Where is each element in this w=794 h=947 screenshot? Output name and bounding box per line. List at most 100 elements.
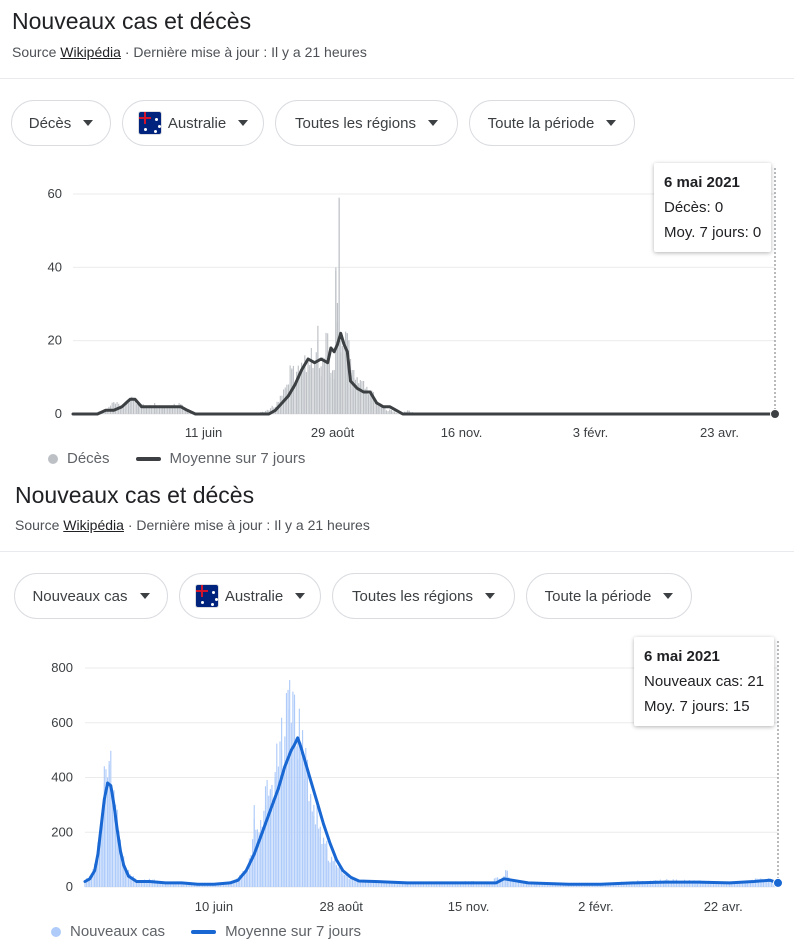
period-dropdown[interactable]: Toute la période	[469, 100, 635, 146]
data-bar	[149, 405, 151, 414]
data-bar	[530, 883, 532, 887]
data-bar	[635, 881, 637, 887]
region-dropdown[interactable]: Toutes les régions	[332, 573, 515, 619]
data-bar	[534, 882, 536, 887]
data-bar	[129, 876, 131, 887]
data-bar	[292, 691, 294, 887]
data-bar	[350, 878, 352, 887]
data-bar	[84, 881, 86, 887]
data-bar	[266, 780, 268, 887]
data-bar	[374, 881, 376, 887]
data-bar	[337, 867, 339, 887]
data-bar	[169, 883, 171, 887]
data-bar	[725, 883, 727, 887]
data-bar	[154, 403, 156, 414]
data-bar	[737, 881, 739, 887]
data-bar	[377, 881, 379, 887]
data-bar	[313, 804, 315, 887]
metric-dropdown-label: Nouveaux cas	[32, 587, 128, 605]
metric-dropdown[interactable]: Décès	[11, 100, 111, 146]
data-bar	[326, 848, 328, 887]
data-bar	[311, 811, 313, 887]
data-bar	[634, 882, 636, 887]
data-bar	[181, 404, 183, 414]
australia-flag-icon	[194, 584, 219, 608]
country-dropdown[interactable]: Australie	[179, 573, 321, 619]
country-dropdown[interactable]: Australie	[122, 100, 264, 146]
data-bar	[519, 882, 521, 887]
data-bar	[284, 736, 286, 887]
data-bar	[363, 882, 365, 887]
data-bar	[105, 769, 107, 887]
data-bar	[603, 884, 605, 887]
cases-chart[interactable]: 0 200 400 600 800 10 juin 28 août 15 nov. 2 févr…	[0, 633, 794, 923]
data-bar	[463, 882, 465, 887]
data-bar	[309, 365, 311, 414]
data-bar	[162, 406, 164, 414]
data-bar	[630, 882, 632, 887]
data-bar	[403, 883, 405, 887]
data-bar	[126, 870, 128, 887]
data-bar	[372, 392, 374, 414]
data-bar	[269, 791, 271, 887]
legend-line-label: Moyenne sur 7 jours	[169, 450, 306, 467]
data-bar	[171, 883, 173, 887]
source-prefix: Source	[15, 517, 64, 533]
data-bar	[395, 412, 397, 414]
data-bar	[426, 882, 428, 887]
data-bar	[189, 884, 191, 887]
metric-dropdown-label: Décès	[28, 114, 72, 132]
deaths-chart[interactable]: 0 20 40 60 11 juin 29 août 16 nov. 3 févr. 23 av…	[0, 160, 794, 450]
data-bar	[380, 405, 383, 414]
metric-dropdown[interactable]: Nouveaux cas	[14, 573, 168, 619]
data-bar	[265, 410, 267, 414]
data-bar	[179, 882, 181, 887]
data-bar	[424, 883, 426, 887]
data-bar	[183, 407, 185, 414]
data-bar	[555, 884, 557, 887]
page-title: Nouveaux cas et décès	[12, 8, 252, 34]
data-bar	[155, 405, 157, 414]
data-bar	[248, 858, 250, 887]
data-bar	[356, 880, 358, 887]
data-bar	[766, 880, 768, 887]
data-bar	[703, 880, 705, 887]
data-bar	[453, 882, 455, 887]
tooltip-average: Moy. 7 jours: 15	[644, 698, 750, 715]
data-bar	[476, 882, 478, 887]
country-dropdown-label: Australie	[167, 114, 227, 132]
data-bar	[456, 882, 458, 887]
data-bar	[314, 824, 317, 887]
data-bar	[770, 880, 773, 887]
data-bar	[767, 878, 769, 887]
data-bar	[474, 881, 476, 887]
data-bar	[121, 854, 123, 887]
data-bar	[282, 771, 284, 887]
data-bar	[392, 881, 394, 887]
data-bar	[545, 883, 547, 887]
data-bar	[281, 750, 283, 887]
x-tick-label: 16 nov.	[441, 425, 483, 440]
data-bar	[400, 883, 402, 887]
data-bar	[442, 882, 444, 887]
data-bar	[701, 881, 703, 887]
data-bar	[158, 882, 160, 887]
source-link[interactable]: Wikipédia	[63, 517, 124, 533]
data-bar	[111, 402, 113, 414]
data-bar	[239, 875, 241, 887]
data-bar	[266, 409, 268, 414]
data-bar	[717, 883, 719, 887]
data-bar	[513, 880, 515, 887]
region-dropdown[interactable]: Toutes les régions	[275, 100, 458, 146]
data-bar	[234, 879, 236, 887]
period-dropdown[interactable]: Toute la période	[526, 573, 692, 619]
data-bar	[732, 882, 734, 887]
data-bar	[369, 881, 371, 887]
data-bar	[140, 404, 143, 414]
data-bar	[430, 883, 433, 887]
data-bar	[327, 860, 329, 887]
data-bar	[419, 881, 421, 887]
legend-line-swatch	[135, 456, 161, 461]
source-link[interactable]: Wikipédia	[60, 44, 121, 60]
data-bar	[524, 882, 526, 887]
